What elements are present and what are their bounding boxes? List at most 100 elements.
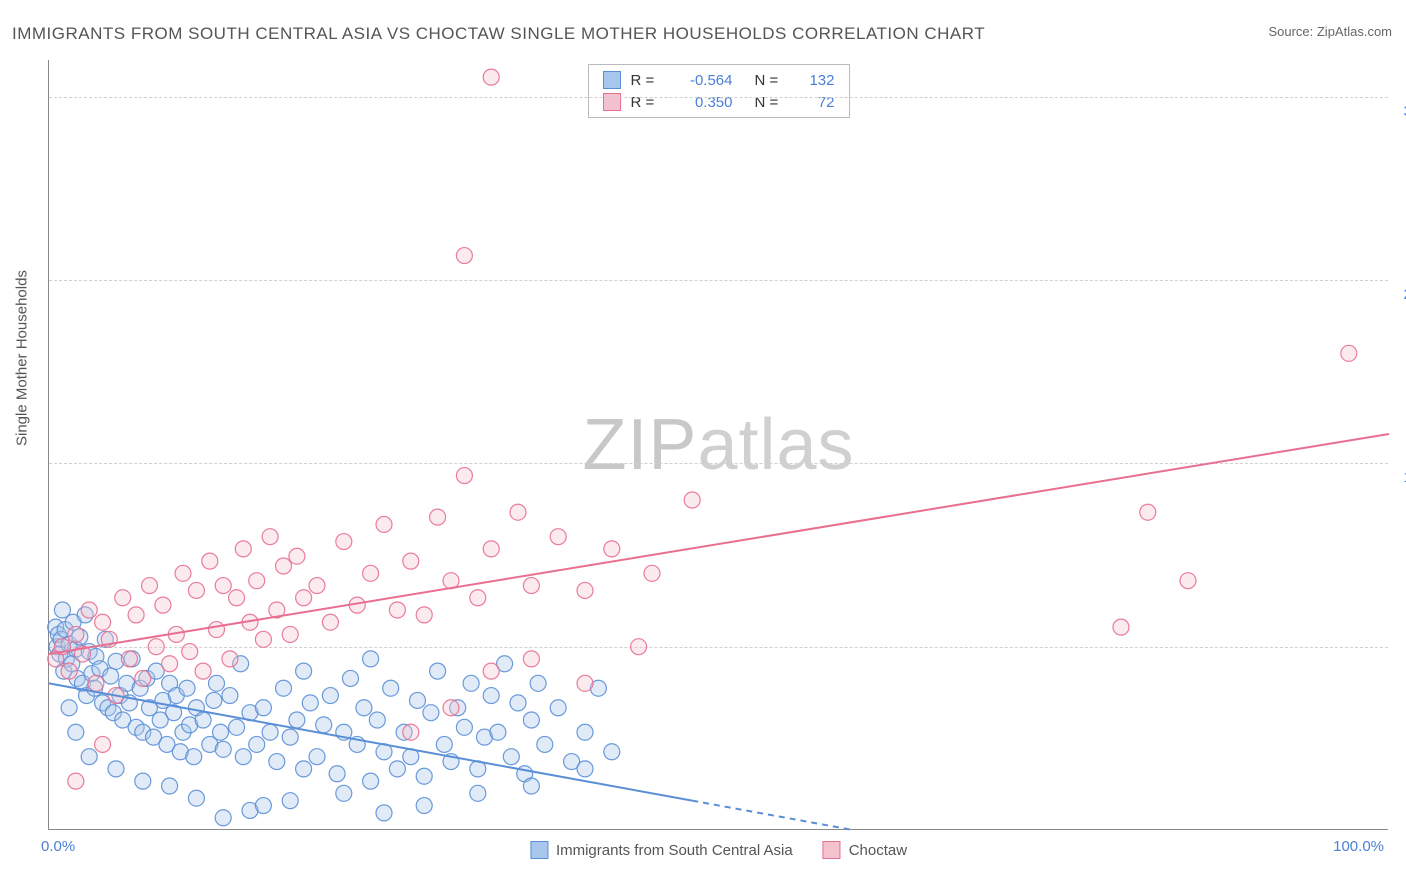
x-tick-right: 100.0% [1333, 838, 1384, 855]
data-point [483, 541, 499, 557]
data-point [503, 749, 519, 765]
data-point [577, 761, 593, 777]
data-point [530, 675, 546, 691]
data-point [103, 668, 119, 684]
data-point [363, 773, 379, 789]
data-point [155, 597, 171, 613]
data-point [235, 541, 251, 557]
data-point [463, 675, 479, 691]
data-point [456, 719, 472, 735]
data-point [376, 805, 392, 821]
swatch-bottom-0 [530, 841, 548, 859]
data-point [282, 793, 298, 809]
data-point [135, 773, 151, 789]
data-point [81, 749, 97, 765]
data-point [309, 749, 325, 765]
data-point [363, 565, 379, 581]
data-point [296, 590, 312, 606]
data-point [430, 509, 446, 525]
data-point [202, 553, 218, 569]
data-point [383, 680, 399, 696]
data-point [249, 736, 265, 752]
data-point [1180, 573, 1196, 589]
data-point [262, 529, 278, 545]
data-point [68, 724, 84, 740]
data-point [188, 790, 204, 806]
data-point [88, 675, 104, 691]
data-point [148, 639, 164, 655]
data-point [329, 766, 345, 782]
data-point [206, 692, 222, 708]
data-point [195, 712, 211, 728]
x-tick-left: 0.0% [41, 838, 75, 855]
data-point [229, 590, 245, 606]
data-point [289, 548, 305, 564]
data-point [276, 680, 292, 696]
plot-svg [49, 60, 1388, 829]
data-point [188, 582, 204, 598]
data-point [336, 534, 352, 550]
data-point [403, 724, 419, 740]
data-point [456, 248, 472, 264]
data-point [322, 614, 338, 630]
data-point [403, 553, 419, 569]
data-point [343, 670, 359, 686]
data-point [222, 651, 238, 667]
data-point [255, 631, 271, 647]
plot-area: ZIPatlas R = -0.564 N = 132 R = 0.350 N … [48, 60, 1388, 830]
data-point [316, 717, 332, 733]
data-point [523, 578, 539, 594]
data-point [175, 565, 191, 581]
data-point [269, 754, 285, 770]
data-point [363, 651, 379, 667]
data-point [483, 663, 499, 679]
data-point [684, 492, 700, 508]
data-point [389, 761, 405, 777]
data-point [537, 736, 553, 752]
data-point [215, 578, 231, 594]
data-point [410, 692, 426, 708]
data-point [302, 695, 318, 711]
data-point [483, 69, 499, 85]
data-point [282, 729, 298, 745]
data-point [282, 626, 298, 642]
chart-title: IMMIGRANTS FROM SOUTH CENTRAL ASIA VS CH… [12, 24, 985, 44]
legend-item-1: Choctaw [823, 841, 907, 859]
data-point [276, 558, 292, 574]
data-point [376, 516, 392, 532]
data-point [209, 675, 225, 691]
data-point [309, 578, 325, 594]
data-point [235, 749, 251, 765]
data-point [631, 639, 647, 655]
data-point [121, 651, 137, 667]
data-point [1140, 504, 1156, 520]
data-point [430, 663, 446, 679]
data-point [470, 785, 486, 801]
data-point [416, 607, 432, 623]
data-point [389, 602, 405, 618]
data-point [416, 798, 432, 814]
data-point [416, 768, 432, 784]
data-point [255, 798, 271, 814]
data-point [322, 688, 338, 704]
source-attribution: Source: ZipAtlas.com [1268, 24, 1392, 39]
data-point [1113, 619, 1129, 635]
data-point [510, 695, 526, 711]
data-point [356, 700, 372, 716]
data-point [523, 651, 539, 667]
data-point [577, 724, 593, 740]
data-point [128, 607, 144, 623]
data-point [61, 700, 77, 716]
data-point [222, 688, 238, 704]
data-point [195, 663, 211, 679]
data-point [186, 749, 202, 765]
data-point [213, 724, 229, 740]
data-point [209, 622, 225, 638]
data-point [336, 785, 352, 801]
data-point [162, 656, 178, 672]
data-point [604, 541, 620, 557]
legend-bottom: Immigrants from South Central Asia Choct… [530, 841, 907, 859]
legend-item-0: Immigrants from South Central Asia [530, 841, 793, 859]
data-point [296, 761, 312, 777]
data-point [577, 582, 593, 598]
